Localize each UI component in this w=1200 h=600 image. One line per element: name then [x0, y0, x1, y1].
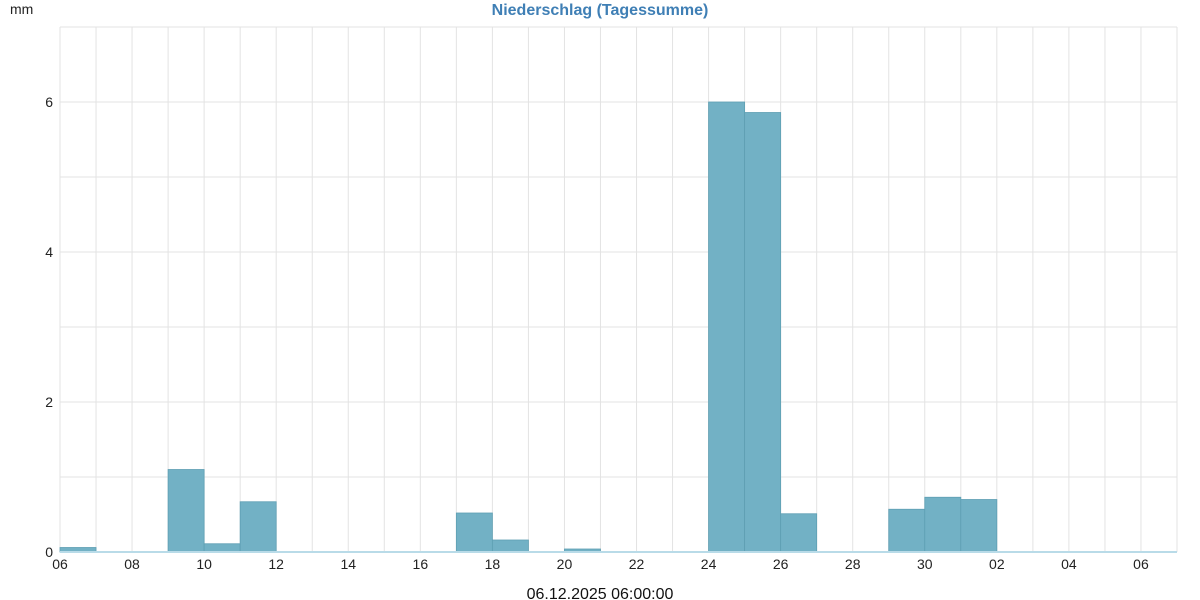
x-axis-ticks: 06 08 10 12 14 16 18 20 22 24 26 28 30 02 04 06 [52, 556, 1149, 572]
x-tick-label: 14 [340, 556, 356, 572]
x-tick-label: 02 [989, 556, 1005, 572]
x-tick-label: 12 [268, 556, 284, 572]
chart-title: Niederschlag (Tagessumme) [492, 2, 709, 19]
y-axis-ticks: 0 2 4 6 [45, 94, 53, 560]
grid [59, 26, 1178, 552]
y-tick-label: 2 [45, 394, 53, 410]
bar [491, 539, 529, 553]
x-tick-label: 26 [773, 556, 789, 572]
x-tick-label: 22 [629, 556, 645, 572]
x-tick-label: 10 [196, 556, 212, 572]
bar [780, 513, 818, 553]
bar [924, 496, 962, 553]
y-unit-label: mm [10, 1, 33, 17]
x-tick-label: 18 [485, 556, 501, 572]
bar [203, 543, 241, 553]
x-axis-date-label: 06.12.2025 06:00:00 [527, 586, 674, 600]
x-tick-label: 30 [917, 556, 933, 572]
bar [960, 499, 998, 553]
y-tick-label: 4 [45, 244, 53, 260]
x-tick-label: 08 [124, 556, 140, 572]
x-tick-label: 06 [52, 556, 68, 572]
bar [167, 469, 205, 553]
x-tick-label: 16 [413, 556, 429, 572]
y-tick-label: 6 [45, 94, 53, 110]
bar [708, 101, 746, 553]
bars [59, 101, 998, 553]
bar [744, 112, 782, 553]
y-tick-label: 0 [45, 544, 53, 560]
bar [239, 501, 277, 553]
x-tick-label: 04 [1061, 556, 1077, 572]
x-tick-label: 24 [701, 556, 717, 572]
bar [455, 512, 493, 553]
x-tick-label: 06 [1133, 556, 1149, 572]
x-tick-label: 20 [557, 556, 573, 572]
bar [888, 508, 926, 553]
x-tick-label: 28 [845, 556, 861, 572]
